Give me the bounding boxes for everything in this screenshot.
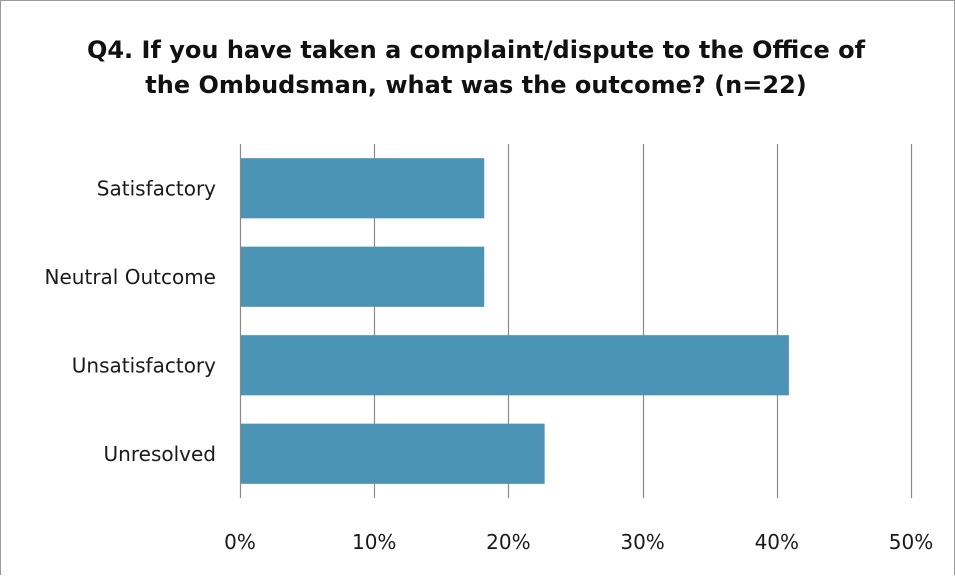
chart-title: Q4. If you have taken a complaint/disput…	[86, 36, 866, 99]
category-label: Neutral Outcome	[45, 265, 216, 289]
bar-unresolved	[241, 423, 545, 484]
bar-satisfactory	[241, 158, 485, 219]
bar-neutral-outcome	[241, 246, 485, 307]
x-tick-label: 40%	[755, 530, 799, 554]
bar-unsatisfactory	[241, 335, 789, 396]
x-tick-label: 30%	[620, 530, 664, 554]
category-label: Unresolved	[104, 442, 216, 466]
x-tick-label: 20%	[486, 530, 530, 554]
category-label: Satisfactory	[97, 176, 216, 200]
category-label: Unsatisfactory	[72, 353, 216, 377]
x-tick-label: 0%	[224, 530, 256, 554]
x-tick-label: 50%	[889, 530, 933, 554]
x-tick-label: 10%	[352, 530, 396, 554]
